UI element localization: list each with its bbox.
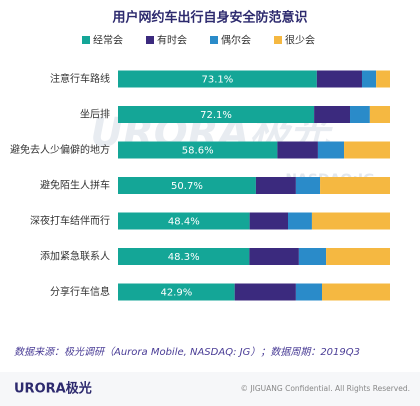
y-tick-label: 深夜打车结伴而行 — [30, 214, 110, 227]
footer-logo: URORA极光 — [14, 381, 92, 397]
legend-label: 经常会 — [93, 34, 123, 47]
bar-segment — [118, 141, 278, 159]
value-label: 48.4% — [168, 217, 200, 228]
value-label: 73.1% — [202, 75, 234, 86]
bar-segment — [311, 212, 390, 230]
y-tick-label: 注意行车路线 — [50, 72, 110, 85]
bar-segment — [369, 106, 390, 123]
value-label: 58.6% — [182, 146, 214, 157]
bar-segment — [118, 283, 235, 301]
bar-segment — [118, 106, 315, 123]
y-tick-label: 避免去人少偏僻的地方 — [10, 143, 110, 156]
y-tick-label: 分享行车信息 — [50, 285, 110, 298]
bar-segment — [118, 248, 250, 265]
bar-segment — [249, 248, 299, 265]
source-note: 数据来源：极光调研（Aurora Mobile, NASDAQ: JG）；数据周… — [14, 346, 360, 358]
legend-label: 很少会 — [285, 34, 315, 47]
bar-segment — [320, 177, 390, 194]
legend-swatch — [82, 36, 90, 44]
y-tick-label: 添加紧急联系人 — [40, 250, 110, 263]
bar-segment — [317, 141, 345, 159]
bar-segment — [118, 70, 317, 88]
value-label: 50.7% — [171, 181, 203, 192]
bar-segment — [249, 212, 288, 230]
bar-segment — [234, 283, 296, 301]
bar-segment — [295, 177, 321, 194]
bar-segment — [295, 283, 322, 301]
bar-segment — [298, 248, 327, 265]
y-tick-label: 坐后排 — [80, 108, 110, 121]
chart-title: 用户网约车出行自身安全防范意识 — [111, 10, 307, 26]
bar-segment — [255, 177, 296, 194]
legend-label: 偶尔会 — [221, 34, 251, 47]
bar-segment — [314, 106, 351, 123]
y-tick-label: 避免陌生人拼车 — [40, 179, 110, 192]
bar-segment — [316, 70, 362, 88]
legend-swatch — [146, 36, 154, 44]
bar-segment — [322, 283, 390, 301]
legend-swatch — [210, 36, 218, 44]
value-label: 42.9% — [160, 288, 192, 299]
bar-segment — [118, 212, 250, 230]
bar-segment — [350, 106, 370, 123]
bar-segment — [277, 141, 318, 159]
bar-segment — [118, 177, 256, 194]
footer-bar — [0, 372, 420, 406]
legend-swatch — [274, 36, 282, 44]
value-label: 48.3% — [168, 252, 200, 263]
legend-label: 有时会 — [157, 34, 187, 47]
footer-copyright: © JIGUANG Confidential. All Rights Reser… — [241, 384, 410, 393]
bar-segment — [361, 70, 377, 88]
bar-segment — [344, 141, 390, 159]
value-label: 72.1% — [200, 110, 232, 121]
bar-segment — [288, 212, 312, 230]
bar-segment — [326, 248, 390, 265]
bar-segment — [376, 70, 390, 88]
